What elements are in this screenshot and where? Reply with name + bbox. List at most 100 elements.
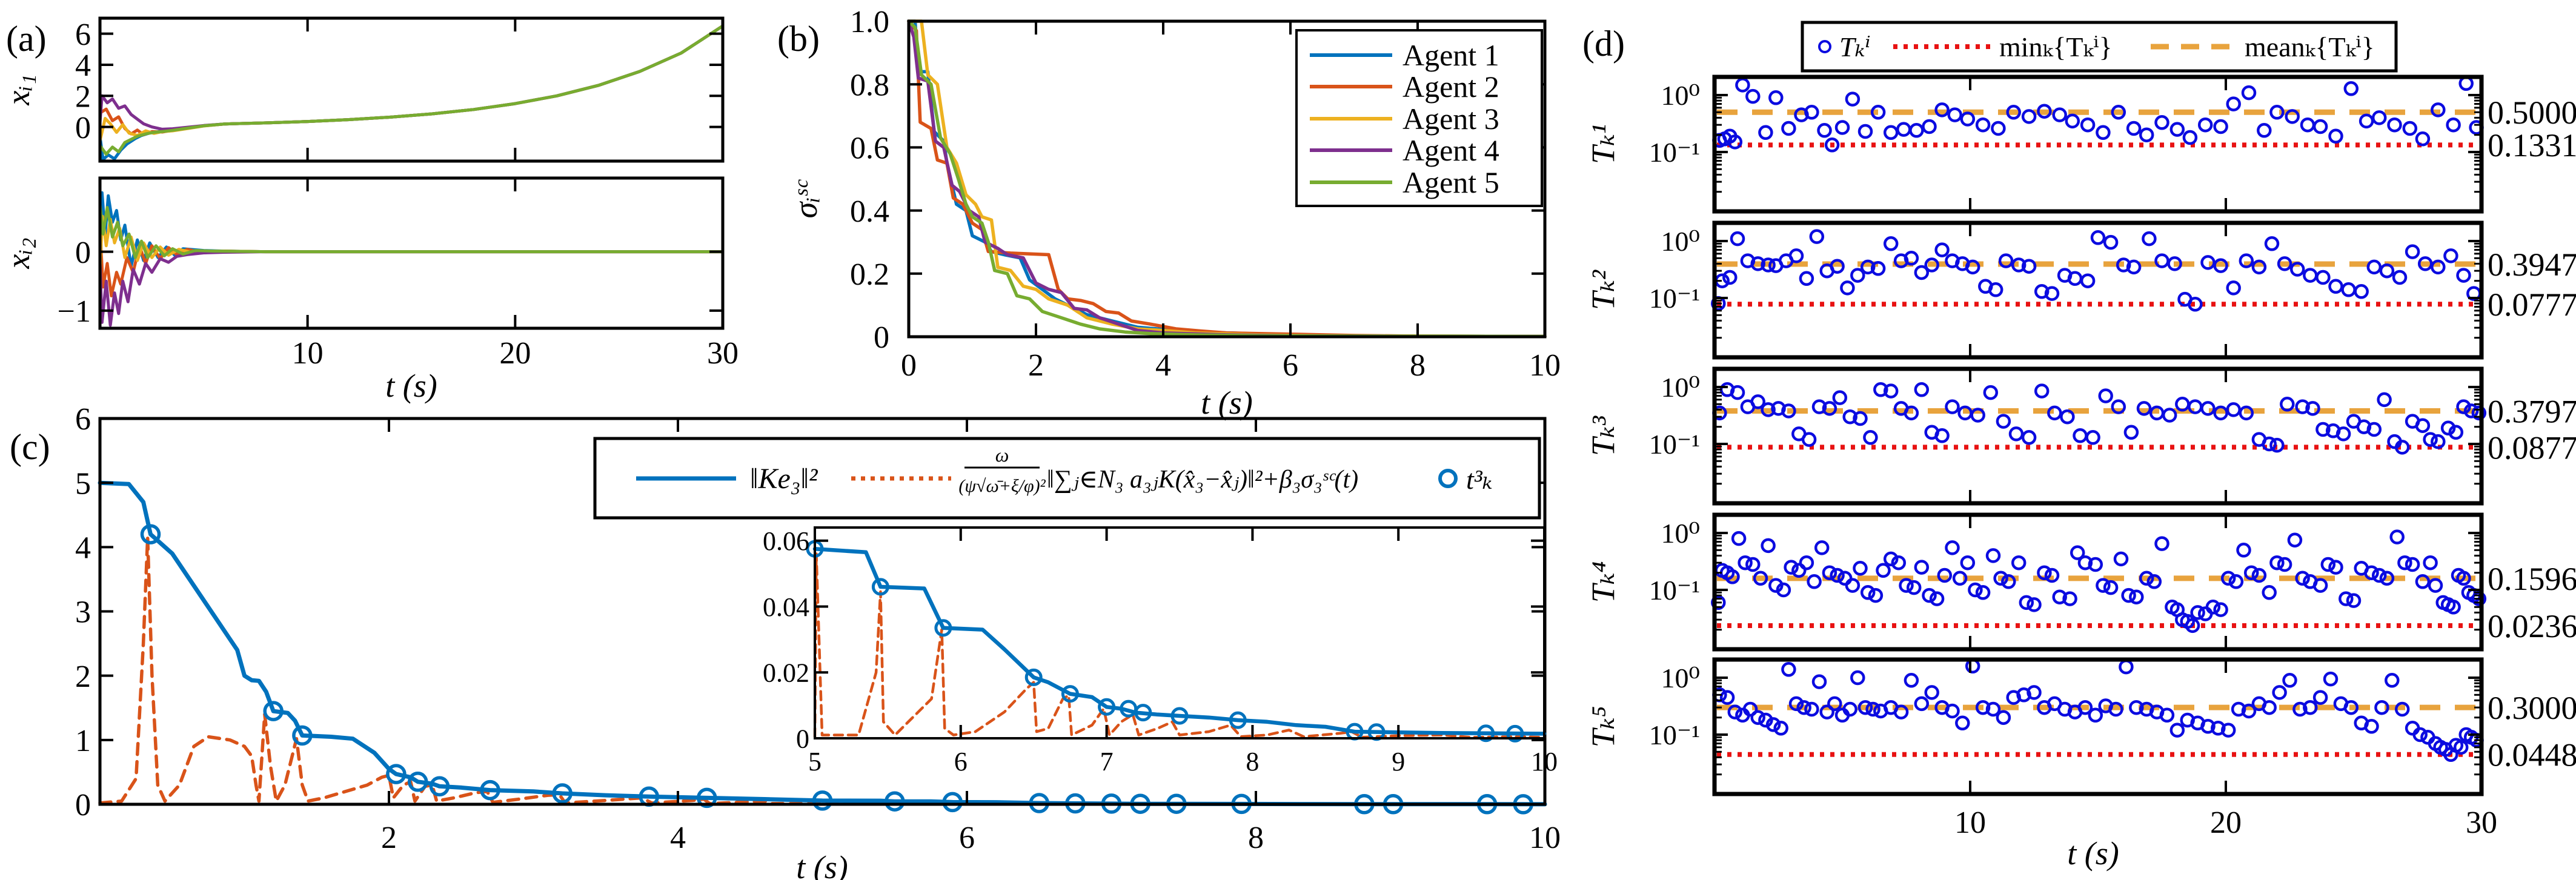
panel-d-T4-marker xyxy=(1753,571,1768,586)
panel-d-T5-axes-frame xyxy=(1712,657,2484,796)
panel-d-T4-marker xyxy=(2320,557,2336,572)
panel-d-T1-marker xyxy=(2006,105,2021,120)
panel-d-T5-marker xyxy=(1819,704,1834,720)
panel-d-T4-marker xyxy=(2328,560,2343,575)
panel-c-main-marker xyxy=(263,701,284,721)
panel-d-T2-marker xyxy=(2034,284,2050,299)
panel-c-inset-y-tick-label: 0.04 xyxy=(763,592,809,622)
panel-d-T3-marker xyxy=(2394,440,2410,455)
legend-c-label-threshold: ‖∑ⱼ∈N₃ a₃ⱼK(x̂₃−x̂ⱼ)‖²+β₃σ₃ˢᶜ(t) xyxy=(1047,466,1358,494)
panel-c-inset-y-tick-label: 0.02 xyxy=(763,658,809,688)
panel-d-T4-marker xyxy=(1830,567,1845,583)
panel-d-T3-marker xyxy=(2034,383,2050,399)
panel-d-T1-marker xyxy=(1934,102,1950,117)
panel-c-main-y-tick-label: 4 xyxy=(75,531,91,566)
panel-d-T2-marker xyxy=(2154,253,2169,268)
panel-c-main-y-tick-label: 0 xyxy=(75,788,91,822)
panel-d-T1-marker xyxy=(1975,117,1991,133)
panel-c-inset-x-tick-label: 7 xyxy=(1100,747,1114,776)
panel-d-T2-marker xyxy=(2226,280,2241,296)
panel-d-T2-marker xyxy=(2021,259,2037,274)
panel-d-T1-marker xyxy=(2387,117,2402,133)
panel-d-T2-marker xyxy=(1850,268,1865,283)
panel-d-T5-marker xyxy=(2119,659,2134,675)
panel-d-T4-marker xyxy=(1899,578,1914,593)
panel-d-T5-marker xyxy=(1975,700,1991,715)
panel-d-T4-marker xyxy=(2371,567,2387,583)
panel-d-T4-marker xyxy=(2037,565,2052,580)
panel-d-T4-marker xyxy=(2011,555,2027,571)
legend-b-label-agent4: Agent 4 xyxy=(1403,133,1499,167)
panel-d-T3-marker xyxy=(2471,405,2487,421)
panel-d-T5-marker xyxy=(1965,658,1980,674)
panel-a-x1-series-agent3 xyxy=(98,24,725,143)
panel-d-T2-axes-frame xyxy=(1712,220,2484,360)
panel-d-T2-marker xyxy=(2289,262,2305,277)
panel-d-T5-x-tick-label: 30 xyxy=(2466,806,2497,840)
panel-d-T5-marker xyxy=(1857,700,1873,715)
panel-d-T3-value-label: 0.3797 xyxy=(2488,393,2576,429)
panel-d-T3-marker xyxy=(1842,409,1857,425)
panel-d-T3-marker xyxy=(1904,405,1919,421)
panel-d-T5-marker xyxy=(1788,696,1804,712)
panel-d-T4-marker xyxy=(2389,529,2405,544)
panel-d-T5-marker xyxy=(1750,710,1765,725)
panel-d-T1-marker xyxy=(2111,105,2126,120)
panel-d-T3-y-tick-label: 10⁰ xyxy=(1661,372,1700,403)
panel-d-T4-marker xyxy=(1725,569,1740,584)
panel-d-T2-marker xyxy=(1904,251,1919,266)
panel-c-inset-x-tick-label: 10 xyxy=(1531,747,1558,776)
panel-d-T2-marker xyxy=(2080,273,2096,288)
panel-c-inset-marker xyxy=(1506,724,1524,743)
panel-d-T3-marker xyxy=(1781,403,1796,418)
panel-d-T3-marker xyxy=(2098,388,2113,403)
panel-c-main-marker xyxy=(140,524,161,544)
panel-b-sigma-xlabel: t (s) xyxy=(1201,385,1252,421)
panel-c-main-marker xyxy=(429,776,450,797)
panel-d-T2-marker xyxy=(1998,253,2014,268)
panel-c-main-marker xyxy=(552,783,573,804)
panel-d-T5-marker xyxy=(1955,715,1970,731)
panel-d-T5-marker xyxy=(2453,739,2469,755)
panel-d-T4-marker xyxy=(2269,555,2285,571)
panel-d-T5-marker xyxy=(1924,685,1939,700)
panel-d-T5-marker xyxy=(1719,690,1735,705)
legend-c-frac-den: (ψ√ω̄+ξ/φ)² xyxy=(958,476,1046,496)
panel-d-T4-marker xyxy=(2364,565,2379,580)
panel-d-T3-marker xyxy=(2423,432,2438,447)
panel-d-T5-marker xyxy=(2027,685,2042,700)
panel-d-T1-ylabel: Tₖ¹ xyxy=(1585,124,1621,164)
panel-d-T1-marker xyxy=(1758,125,1773,141)
panel-d-T4-marker xyxy=(2397,555,2412,571)
panel-b-sigma-y-tick-label: 0.6 xyxy=(850,131,889,166)
panel-b-sigma-x-tick-label: 4 xyxy=(1155,348,1171,383)
panel-d-T2-marker xyxy=(2354,284,2369,299)
panel-d-T4-marker xyxy=(2456,571,2471,586)
panel-d-T2-marker xyxy=(2417,256,2433,271)
panel-d-T5-marker xyxy=(1773,721,1788,736)
panel-d-T3-marker xyxy=(1822,401,1837,416)
panel-d-T4-marker xyxy=(1906,580,1922,595)
panel-c-inset-marker xyxy=(871,578,889,596)
panel-d-T4-marker xyxy=(1845,578,1861,593)
panel-d-T1-marker xyxy=(2037,104,2052,119)
panel-d-T4-marker xyxy=(2228,574,2244,589)
panel-d-T2-marker xyxy=(1830,259,1845,274)
panel-c-inset-marker xyxy=(1477,724,1495,743)
panel-d-T3-marker xyxy=(1750,394,1765,409)
panel-d-T1-marker xyxy=(1960,111,1976,127)
panel-d-T4-y-tick-label: 10⁰ xyxy=(1661,518,1700,549)
panel-a-x2-series-agent2 xyxy=(98,227,725,297)
panel-d-T2-marker xyxy=(2456,268,2471,283)
panel-d-T5-value-label: 0.3000 xyxy=(2488,690,2576,726)
panel-d-T1-marker xyxy=(2182,130,2198,145)
panel-d-T3-y-tick-label: 10⁻¹ xyxy=(1649,429,1700,460)
panel-d-T3-marker xyxy=(2305,401,2320,416)
panel-d-T4-marker xyxy=(2379,571,2395,586)
panel-d-T2-marker xyxy=(2366,259,2382,275)
panel-b-sigma-x-tick-label: 6 xyxy=(1283,348,1298,383)
panel-d-T1-marker xyxy=(1781,121,1796,136)
panel-d-T2-marker xyxy=(2328,279,2343,294)
panel-d-T3-marker xyxy=(1945,399,1960,414)
panel-d-T5-marker xyxy=(2272,685,2287,700)
